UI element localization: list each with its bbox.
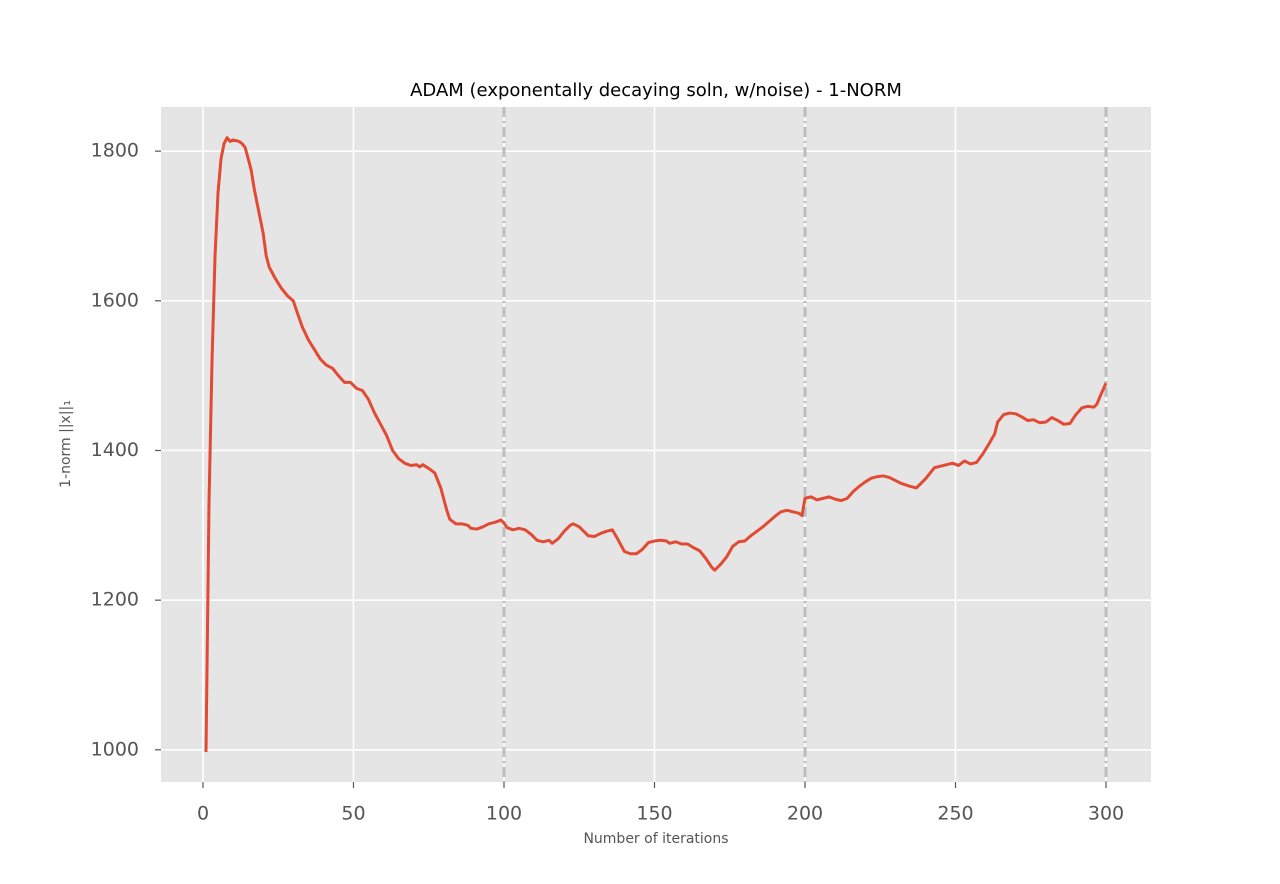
x-tick-label: 300 [1088, 803, 1124, 825]
y-tick-label: 1000 [91, 738, 139, 760]
x-tick-label: 200 [787, 803, 823, 825]
x-tick-label: 100 [486, 803, 522, 825]
y-axis-label: 1-norm ||x||₁ [58, 400, 74, 488]
plot-area [161, 107, 1151, 782]
y-tick-label: 1600 [91, 289, 139, 311]
x-tick-label: 0 [197, 803, 209, 825]
x-tick-label: 250 [937, 803, 973, 825]
x-axis-label: Number of iterations [583, 831, 728, 847]
data-line [204, 136, 1108, 753]
chart-title: ADAM (exponentally decaying soln, w/nois… [410, 80, 902, 101]
y-tick-label: 1400 [91, 439, 139, 461]
x-tick-label: 50 [341, 803, 365, 825]
x-tick-label: 150 [636, 803, 672, 825]
y-tick-label: 1800 [91, 140, 139, 162]
y-tick-label: 1200 [91, 589, 139, 611]
